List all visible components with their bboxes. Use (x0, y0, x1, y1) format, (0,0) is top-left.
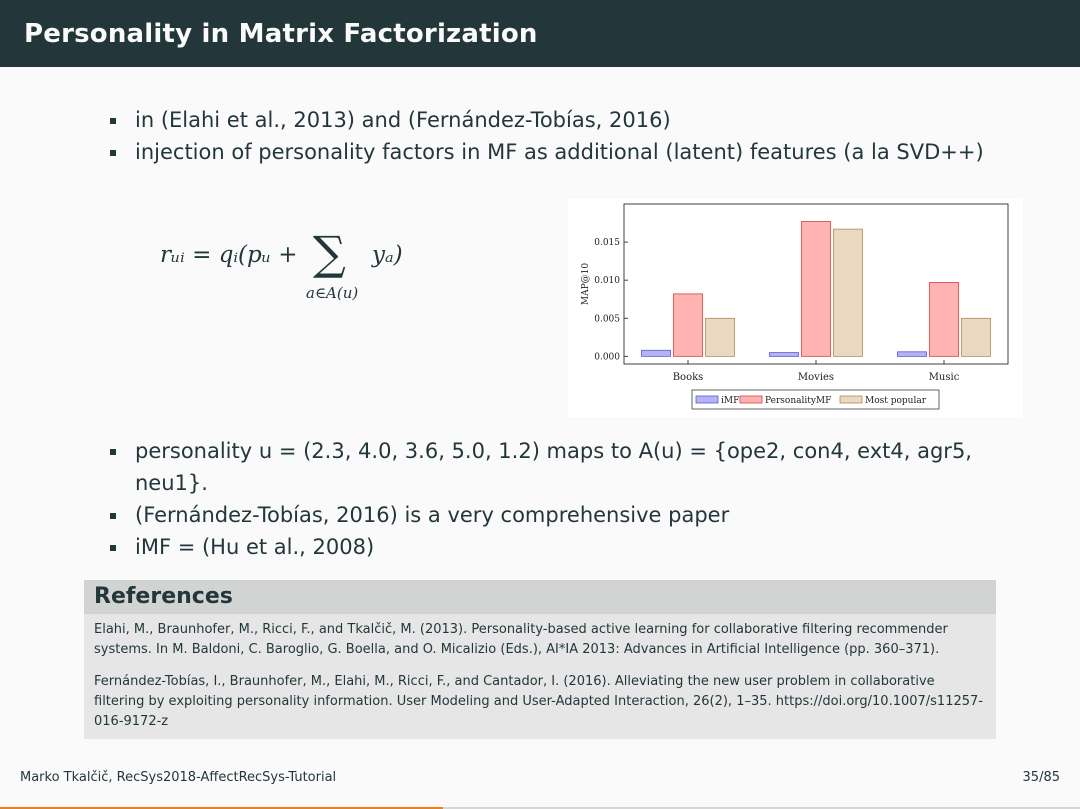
reference-item: Elahi, M., Braunhofer, M., Ricci, F., an… (94, 622, 948, 657)
bullet-item: in (Elahi et al., 2013) and (Fernández-T… (108, 104, 1028, 136)
y-tick-label: 0.010 (594, 276, 620, 286)
x-tick-label: Movies (798, 372, 834, 383)
footer-author: Marko Tkalčič, RecSys2018-AffectRecSys-T… (20, 770, 337, 785)
legend-swatch (839, 395, 863, 404)
formula-lhs: rᵤᵢ = qᵢ(pᵤ + (160, 242, 298, 268)
legend-label: PersonalityMF (765, 396, 831, 406)
y-tick-label: 0.000 (594, 352, 620, 362)
bullet-square-icon (110, 449, 116, 455)
sum-subscript: a∈A(u) (306, 284, 359, 302)
bottom-bullet-list: personality u = (2.3, 4.0, 3.6, 5.0, 1.2… (108, 435, 988, 563)
bar-imf-books (641, 349, 671, 357)
legend-label: iMF (721, 396, 739, 406)
bullet-text: personality u = (2.3, 4.0, 3.6, 5.0, 1.2… (135, 439, 972, 495)
footer: Marko Tkalčič, RecSys2018-AffectRecSys-T… (20, 770, 1060, 785)
slide-title: Personality in Matrix Factorization (24, 18, 538, 49)
top-bullet-list: in (Elahi et al., 2013) and (Fernández-T… (108, 104, 1028, 168)
bar-imf-movies (769, 352, 799, 357)
bullet-item: iMF = (Hu et al., 2008) (108, 531, 988, 563)
bullet-square-icon (110, 513, 116, 519)
bullet-square-icon (110, 545, 116, 551)
reference-item: Fernández-Tobías, I., Braunhofer, M., El… (94, 674, 983, 729)
sum-symbol: ∑ (313, 226, 346, 280)
references-heading: References (84, 580, 996, 614)
bar-most-popular-books (705, 317, 735, 357)
y-tick-label: 0.015 (594, 238, 620, 248)
progress-bar (0, 807, 1080, 809)
bar-personalitymf-books (673, 293, 703, 357)
x-tick-label: Music (929, 372, 960, 383)
bullet-item: personality u = (2.3, 4.0, 3.6, 5.0, 1.2… (108, 435, 988, 499)
bar-most-popular-movies (833, 228, 863, 357)
bullet-text: in (Elahi et al., 2013) and (Fernández-T… (135, 108, 671, 132)
page-number: 35/85 (1022, 770, 1060, 785)
y-axis-label: MAP@10 (581, 263, 591, 305)
bar-personalitymf-movies (801, 221, 831, 357)
bullet-item: injection of personality factors in MF a… (108, 136, 1028, 168)
legend-swatch (695, 395, 719, 404)
bullet-square-icon (110, 150, 116, 156)
bar-imf-music (897, 351, 927, 357)
bar-personalitymf-music (929, 282, 959, 357)
bullet-text: (Fernández-Tobías, 2016) is a very compr… (135, 503, 730, 527)
references-block: References Elahi, M., Braunhofer, M., Ri… (84, 580, 996, 739)
legend-swatch (739, 395, 763, 404)
legend-label: Most popular (865, 396, 927, 406)
title-bar: Personality in Matrix Factorization (0, 0, 1080, 67)
formula: rᵤᵢ = qᵢ(pᵤ + ∑ yₐ) a∈A(u) (160, 226, 440, 308)
bullet-item: (Fernández-Tobías, 2016) is a very compr… (108, 499, 988, 531)
formula-summand: yₐ) (372, 242, 403, 268)
x-tick-label: Books (673, 372, 704, 383)
progress-fill (0, 807, 443, 809)
bar-most-popular-music (961, 317, 991, 357)
legend-box (691, 389, 940, 410)
bar-chart: 0.000 0.005 0.010 0.015 MAP@10 Books Movies Mus… (568, 199, 1023, 417)
bullet-square-icon (110, 118, 116, 124)
bullet-text: iMF = (Hu et al., 2008) (135, 535, 375, 559)
chart-svg: 0.000 0.005 0.010 0.015 MAP@10 Books Movies Mus… (581, 203, 1009, 410)
y-tick-label: 0.005 (594, 314, 620, 324)
bullet-text: injection of personality factors in MF a… (135, 140, 984, 164)
